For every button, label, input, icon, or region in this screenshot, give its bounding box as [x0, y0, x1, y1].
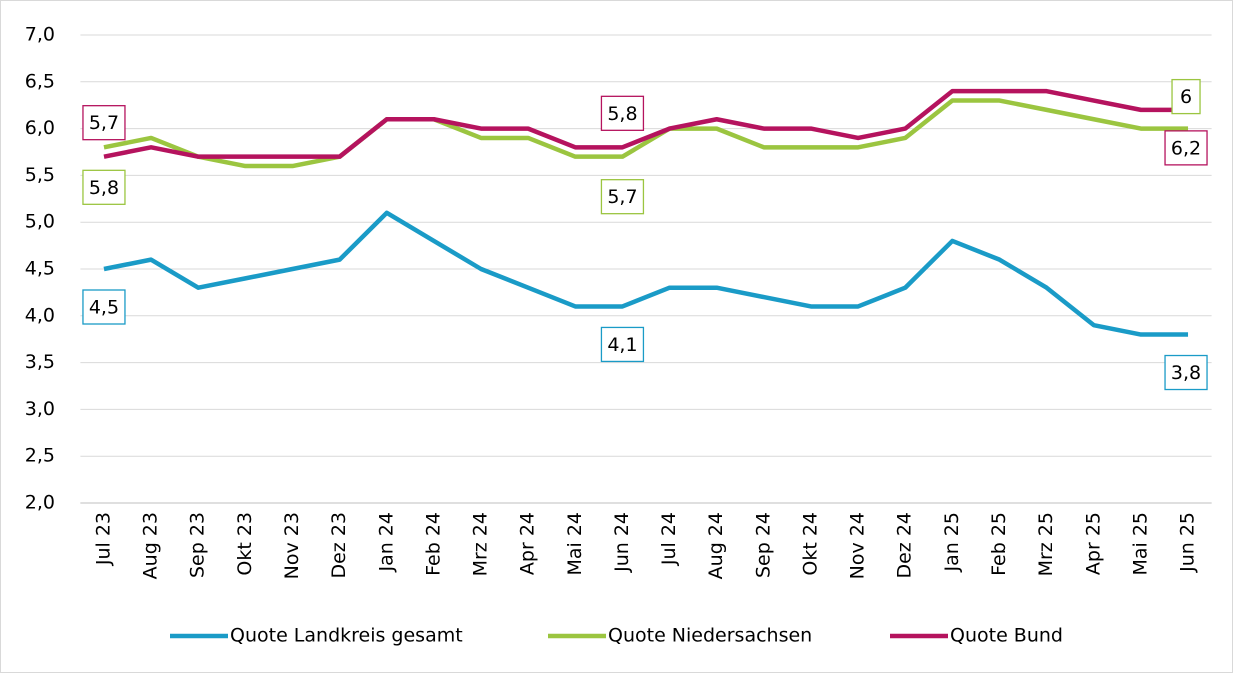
data-label: 4,1: [607, 334, 637, 356]
x-tick-label: Sep 24: [752, 512, 774, 578]
x-tick-label: Nov 24: [847, 512, 869, 579]
y-tick-label: 4,0: [25, 304, 55, 326]
data-label: 5,7: [89, 112, 119, 134]
x-tick-label: Jan 24: [375, 512, 397, 573]
data-label-box: [600, 95, 645, 131]
data-label-box: [1164, 354, 1208, 391]
data-label: 6,2: [1171, 137, 1201, 159]
y-tick-label: 6,0: [25, 117, 55, 139]
y-tick-label: 5,0: [25, 211, 55, 233]
y-tick-label: 3,5: [25, 351, 55, 373]
legend-label: Quote Niedersachsen: [608, 625, 812, 647]
data-label-box: [600, 326, 645, 363]
x-tick-label: Nov 23: [281, 512, 303, 579]
x-tick-label: Mai 24: [564, 512, 586, 576]
x-tick-label: Jun 25: [1177, 512, 1199, 573]
x-tick-label: Dez 23: [328, 512, 350, 579]
y-tick-label: 4,5: [25, 258, 55, 280]
y-tick-label: 7,0: [25, 24, 55, 46]
data-label: 5,8: [607, 103, 637, 125]
series-line: [103, 88, 1189, 159]
data-label: 4,5: [89, 297, 119, 319]
x-tick-label: Okt 23: [234, 512, 256, 576]
legend-label: Quote Landkreis gesamt: [230, 625, 463, 647]
x-tick-label: Okt 24: [799, 512, 821, 576]
data-label-box: [1164, 130, 1208, 166]
x-tick-label: Aug 23: [140, 512, 162, 579]
x-tick-label: Mrz 24: [470, 512, 492, 576]
y-tick-label: 6,5: [25, 70, 55, 92]
data-label-box: [82, 289, 126, 325]
x-tick-label: Jul 24: [658, 512, 680, 566]
x-tick-label: Apr 25: [1082, 512, 1104, 575]
y-tick-label: 3,0: [25, 398, 55, 420]
data-label-box: [600, 179, 645, 215]
x-tick-label: Mai 25: [1129, 512, 1151, 576]
x-tick-label: Feb 24: [422, 512, 444, 576]
x-tick-label: Jan 25: [941, 512, 963, 573]
x-tick-label: Sep 23: [187, 512, 209, 578]
x-tick-label: Aug 24: [705, 512, 727, 579]
data-label-box: [82, 105, 126, 141]
y-tick-label: 5,5: [25, 164, 55, 186]
x-tick-label: Dez 24: [894, 512, 916, 579]
x-tick-label: Mrz 25: [1035, 512, 1057, 576]
x-tick-label: Apr 24: [517, 512, 539, 575]
data-label: 6: [1180, 86, 1192, 108]
y-tick-label: 2,0: [25, 492, 55, 514]
data-label: 5,7: [607, 186, 637, 208]
data-label: 5,8: [89, 177, 119, 199]
data-label-box: [82, 169, 126, 205]
x-tick-label: Jul 23: [92, 512, 114, 566]
series-line: [103, 210, 1189, 337]
data-label-box: [1171, 78, 1201, 115]
legend-label: Quote Bund: [950, 625, 1063, 647]
x-tick-label: Feb 25: [988, 512, 1010, 576]
series-line: [103, 98, 1189, 169]
y-tick-label: 2,5: [25, 445, 55, 467]
data-label: 3,8: [1171, 362, 1201, 384]
x-tick-label: Jun 24: [611, 512, 633, 573]
